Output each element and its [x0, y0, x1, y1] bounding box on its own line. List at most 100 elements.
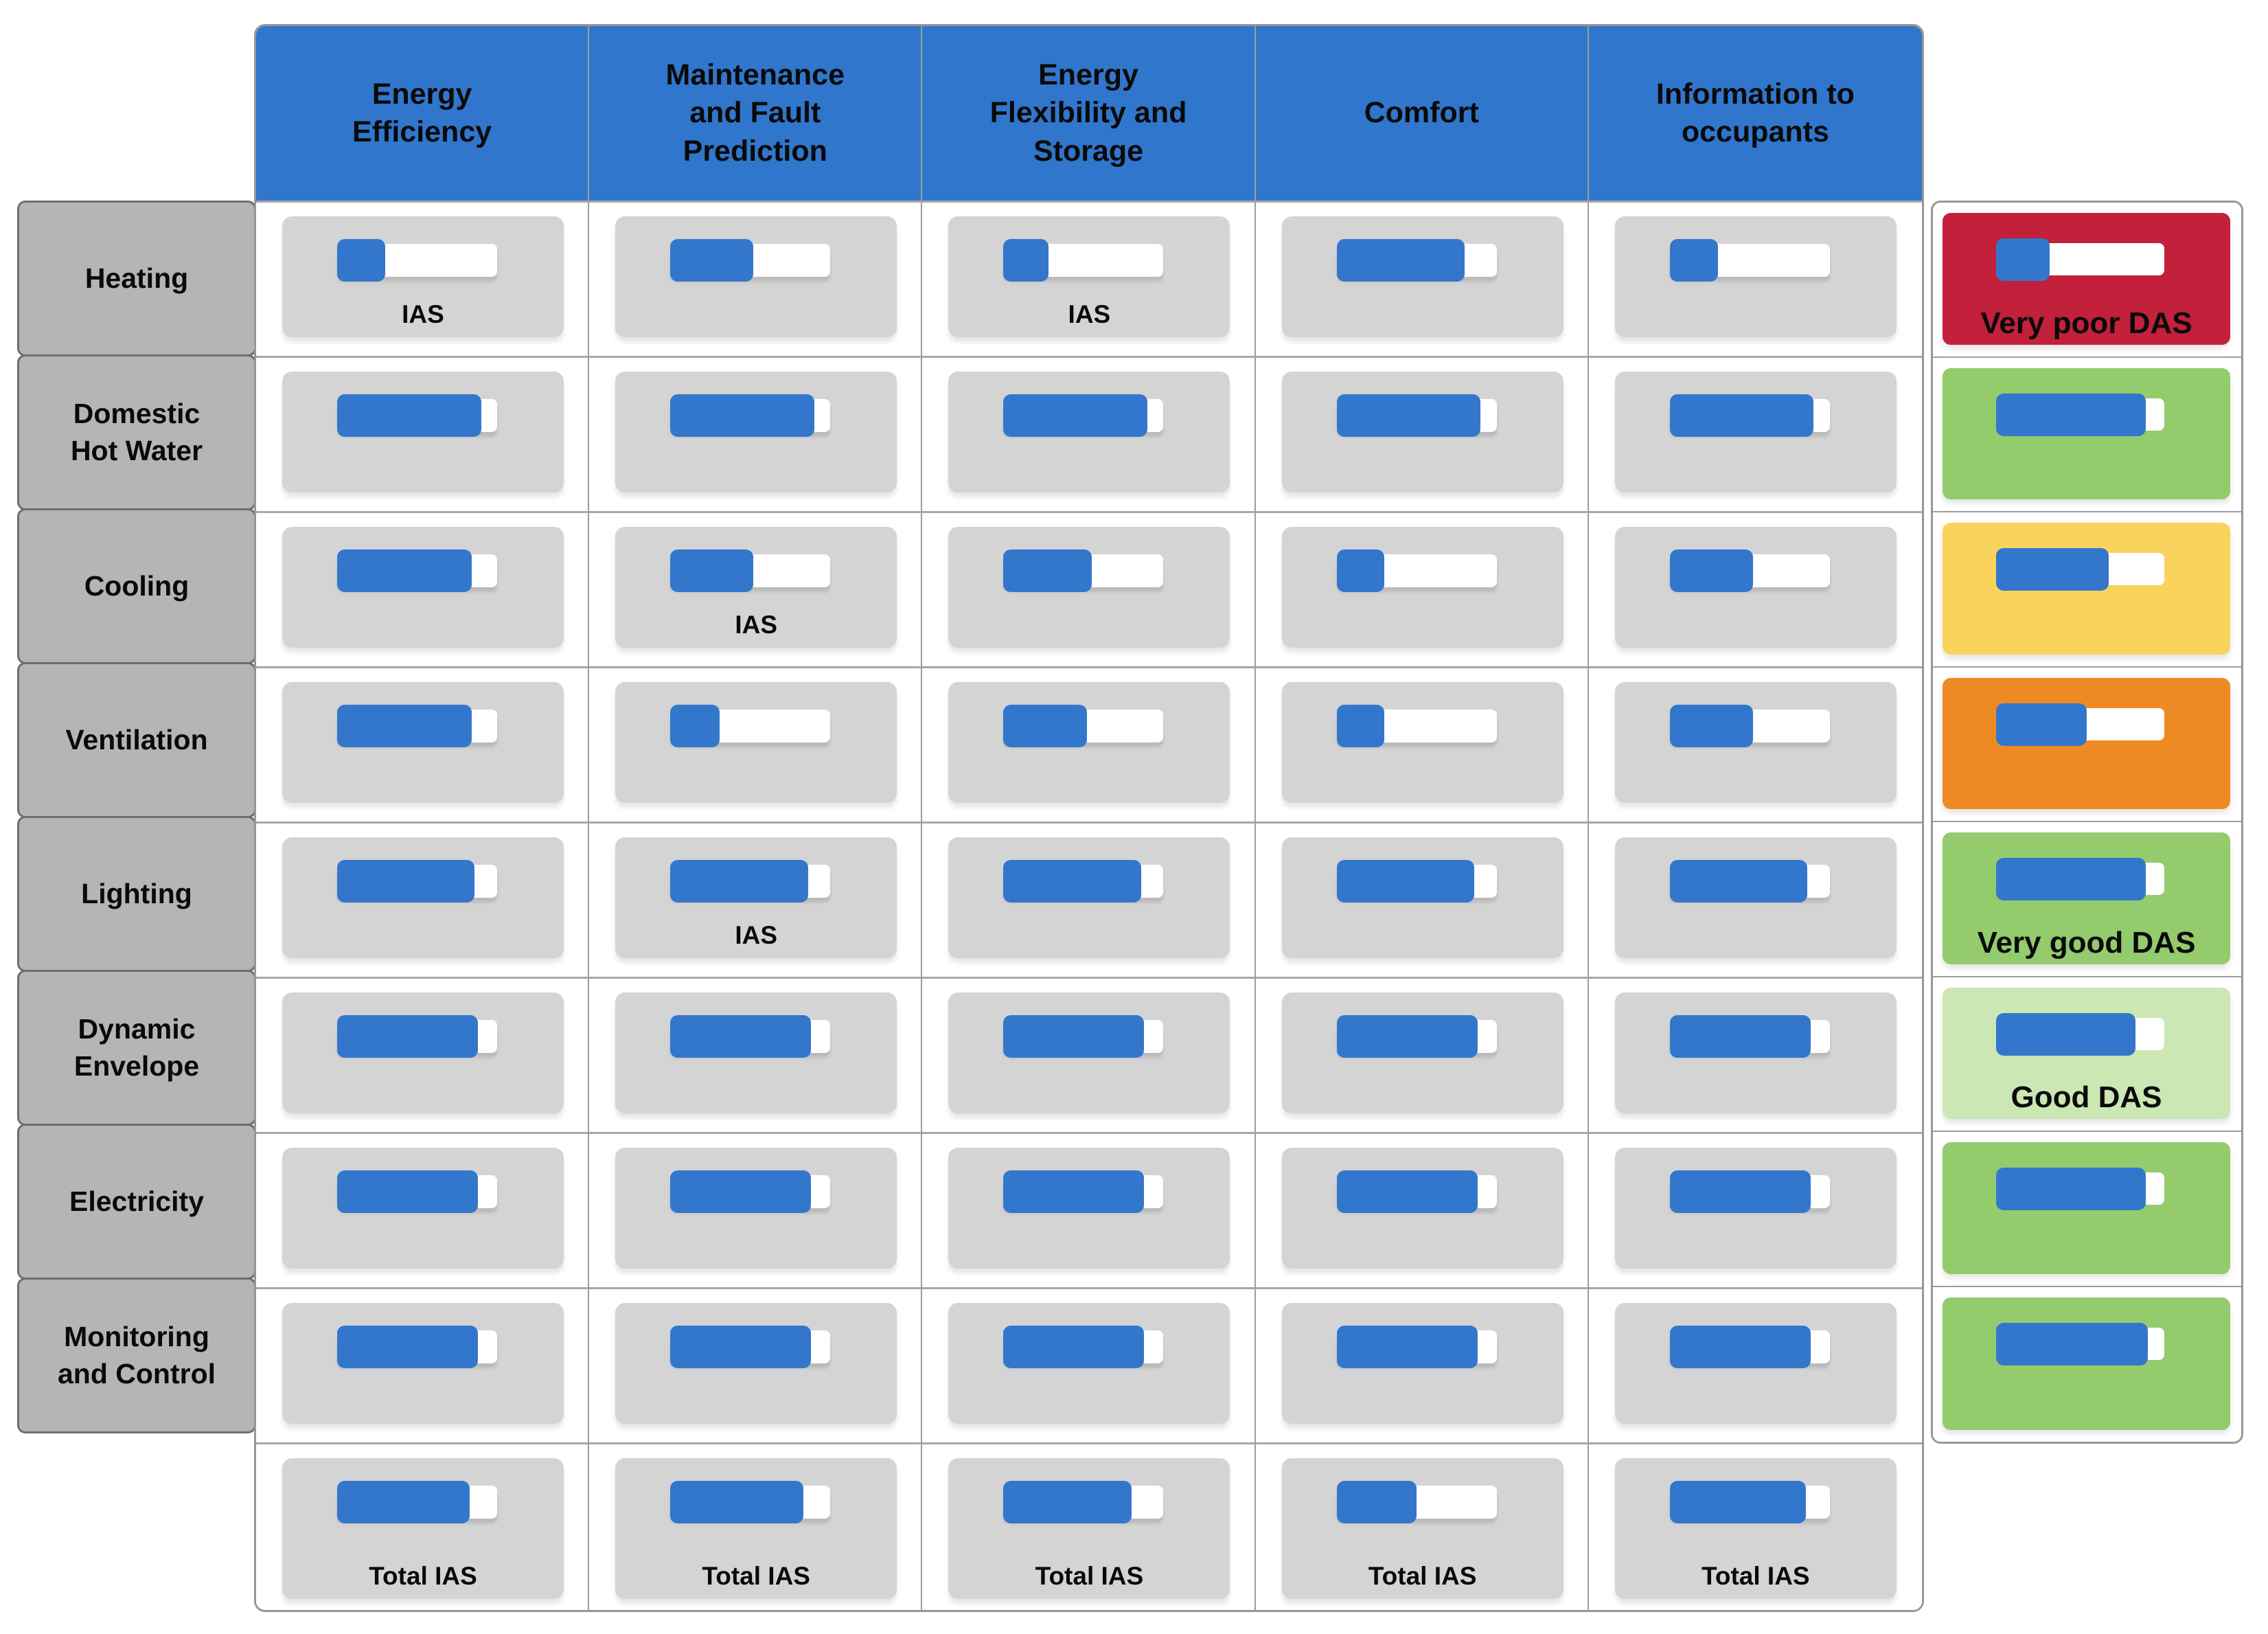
das-label: Good DAS	[2011, 1080, 2162, 1114]
meter-fill	[1003, 1326, 1145, 1368]
meter-fill	[1669, 1015, 1811, 1058]
ias-meter	[1281, 1303, 1563, 1424]
das-column: Very poor DAS Very good DAS Good DAS	[1931, 201, 2243, 1444]
meter-track	[1336, 394, 1497, 437]
meter-label: Total IAS	[1702, 1562, 1810, 1590]
meter-track	[337, 1015, 497, 1058]
matrix-cell	[1255, 203, 1589, 358]
ias-meter	[282, 682, 564, 803]
ias-meter	[282, 1303, 564, 1424]
meter-fill	[337, 549, 472, 592]
meter-track	[1336, 1015, 1497, 1058]
matrix-cell	[922, 1134, 1256, 1289]
meter-track	[1996, 1322, 2164, 1365]
ias-meter: IAS	[615, 837, 897, 958]
row-label: Heating	[17, 201, 256, 356]
ias-meter	[948, 992, 1230, 1113]
meter-label: IAS	[735, 921, 778, 949]
meter-fill	[1003, 549, 1092, 592]
ias-meter	[1614, 527, 1897, 648]
matrix-cell	[1255, 1134, 1589, 1289]
matrix-cell	[1588, 203, 1922, 358]
meter-track	[337, 1170, 497, 1213]
meter-fill	[670, 1481, 803, 1523]
meter-track	[1003, 549, 1164, 592]
ias-meter	[615, 1303, 897, 1424]
meter-fill	[1003, 239, 1049, 282]
ias-meter: Total IAS	[1614, 1458, 1897, 1599]
matrix-cell	[922, 668, 1256, 824]
matrix-cell	[1588, 1289, 1922, 1444]
ias-meter	[615, 992, 897, 1113]
meter-fill	[1336, 239, 1465, 282]
meter-label: Total IAS	[369, 1562, 477, 1590]
ias-meter	[1614, 216, 1897, 337]
meter-fill	[337, 239, 385, 282]
meter-fill	[1996, 238, 2050, 281]
ias-meter	[1614, 682, 1897, 803]
meter-track	[1669, 394, 1830, 437]
das-row	[1933, 1286, 2241, 1442]
meter-label: IAS	[735, 611, 778, 639]
meter-fill	[1336, 705, 1385, 747]
meter-fill	[1336, 549, 1385, 592]
das-row: Very poor DAS	[1933, 203, 2241, 358]
meter-track	[670, 549, 831, 592]
meter-track	[1669, 860, 1830, 903]
ias-meter	[282, 1148, 564, 1269]
meter-fill	[1003, 705, 1087, 747]
meter-fill	[1669, 1481, 1806, 1523]
matrix-cell	[922, 979, 1256, 1134]
matrix-cell	[256, 513, 590, 668]
das-rating-box	[1943, 523, 2230, 655]
matrix-cell	[256, 358, 590, 513]
meter-track	[337, 1481, 497, 1523]
meter-fill	[1996, 858, 2146, 900]
meter-track	[1669, 239, 1830, 282]
meter-track	[337, 1326, 497, 1368]
ias-meter	[282, 837, 564, 958]
matrix-cell	[256, 979, 590, 1134]
matrix-cell	[589, 1134, 923, 1289]
ias-meter	[615, 216, 897, 337]
meter-fill	[337, 705, 472, 747]
matrix-cell	[256, 668, 590, 824]
ias-meter	[1281, 992, 1563, 1113]
meter-fill	[1003, 394, 1148, 437]
meter-track	[1336, 239, 1497, 282]
meter-fill	[1996, 1322, 2148, 1365]
meter-track	[337, 860, 497, 903]
column-header: Information to occupants	[1588, 26, 1922, 203]
meter-track	[1669, 1170, 1830, 1213]
meter-track	[1336, 705, 1497, 747]
matrix-cell	[1255, 358, 1589, 513]
das-rating-box: Good DAS	[1943, 987, 2230, 1119]
matrix-cell	[1588, 668, 1922, 824]
matrix-cell	[256, 1289, 590, 1444]
meter-track	[1336, 1170, 1497, 1213]
column-header: Energy Efficiency	[256, 26, 590, 203]
meter-track	[1669, 1481, 1830, 1523]
meter-track	[337, 549, 497, 592]
meter-fill	[1003, 1170, 1145, 1213]
meter-track	[337, 705, 497, 747]
row-label-column: Heating Domestic Hot Water Cooling Ventilat…	[17, 201, 256, 1433]
meter-fill	[1996, 1168, 2146, 1210]
meter-track	[1996, 1168, 2164, 1210]
meter-track	[1336, 1481, 1497, 1523]
meter-fill	[1336, 1326, 1478, 1368]
meter-fill	[337, 860, 475, 903]
ias-meter	[1614, 372, 1897, 492]
meter-track	[670, 705, 831, 747]
meter-label: IAS	[402, 300, 444, 328]
ias-meter	[948, 682, 1230, 803]
meter-label: Total IAS	[702, 1562, 810, 1590]
row-label: Lighting	[17, 816, 256, 972]
ias-meter	[1281, 527, 1563, 648]
row-label: Domestic Hot Water	[17, 354, 256, 510]
meter-fill	[337, 394, 481, 437]
ias-meter	[615, 372, 897, 492]
ias-meter	[1281, 837, 1563, 958]
ias-meter	[615, 1148, 897, 1269]
meter-track	[1003, 239, 1164, 282]
